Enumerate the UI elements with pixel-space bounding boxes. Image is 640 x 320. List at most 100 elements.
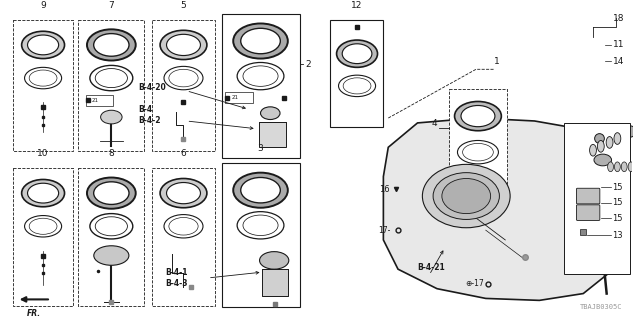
Ellipse shape xyxy=(169,69,198,87)
Ellipse shape xyxy=(160,179,207,208)
Ellipse shape xyxy=(93,34,129,56)
Ellipse shape xyxy=(461,106,495,127)
Ellipse shape xyxy=(95,68,127,88)
Text: 13: 13 xyxy=(612,230,623,240)
Ellipse shape xyxy=(589,144,596,156)
Text: 7: 7 xyxy=(108,1,114,10)
Text: 8: 8 xyxy=(108,149,114,158)
Ellipse shape xyxy=(29,218,57,234)
Ellipse shape xyxy=(260,252,289,269)
Bar xyxy=(78,168,145,306)
Text: 16: 16 xyxy=(380,185,390,194)
Text: 4: 4 xyxy=(431,119,437,128)
Bar xyxy=(13,168,74,306)
Ellipse shape xyxy=(337,40,378,67)
Ellipse shape xyxy=(95,217,127,236)
Ellipse shape xyxy=(237,212,284,239)
Ellipse shape xyxy=(614,162,620,172)
Text: 21: 21 xyxy=(231,95,238,100)
Ellipse shape xyxy=(422,164,510,228)
Bar xyxy=(259,122,286,147)
Text: 17-: 17- xyxy=(378,226,390,235)
Ellipse shape xyxy=(243,66,278,86)
Text: 2: 2 xyxy=(305,60,311,69)
Bar xyxy=(152,20,214,151)
Text: 1: 1 xyxy=(493,57,499,66)
Ellipse shape xyxy=(93,182,129,204)
Ellipse shape xyxy=(160,30,207,60)
Ellipse shape xyxy=(241,178,280,203)
Ellipse shape xyxy=(94,246,129,265)
Bar xyxy=(330,20,383,127)
Ellipse shape xyxy=(606,137,613,148)
Ellipse shape xyxy=(90,65,132,91)
Bar xyxy=(221,14,300,158)
Text: TBAJB0305C: TBAJB0305C xyxy=(580,304,622,310)
Text: 15: 15 xyxy=(612,198,623,207)
Text: 12: 12 xyxy=(351,1,362,10)
Bar xyxy=(564,123,630,274)
Ellipse shape xyxy=(454,101,501,131)
Ellipse shape xyxy=(442,179,491,214)
Ellipse shape xyxy=(260,107,280,119)
Text: 11: 11 xyxy=(612,40,624,49)
Ellipse shape xyxy=(343,78,371,94)
Text: B-4-1: B-4-1 xyxy=(165,268,188,276)
Ellipse shape xyxy=(621,162,627,172)
Ellipse shape xyxy=(24,67,61,89)
Ellipse shape xyxy=(22,180,65,207)
Ellipse shape xyxy=(29,70,57,86)
Ellipse shape xyxy=(635,162,640,172)
Ellipse shape xyxy=(166,34,200,56)
Ellipse shape xyxy=(87,29,136,60)
Ellipse shape xyxy=(90,214,132,239)
Bar xyxy=(225,92,253,103)
Ellipse shape xyxy=(433,173,499,220)
Text: 10: 10 xyxy=(37,149,49,158)
Bar xyxy=(449,89,508,186)
Text: 15: 15 xyxy=(612,214,623,223)
Text: ⊕-17: ⊕-17 xyxy=(465,279,484,288)
Bar xyxy=(13,20,74,151)
Bar xyxy=(262,269,288,296)
Text: B-4-20: B-4-20 xyxy=(139,83,166,92)
Ellipse shape xyxy=(342,44,372,64)
Text: 15: 15 xyxy=(612,183,623,192)
Ellipse shape xyxy=(233,173,288,208)
Ellipse shape xyxy=(169,218,198,235)
Ellipse shape xyxy=(166,182,200,204)
Ellipse shape xyxy=(607,162,614,172)
Ellipse shape xyxy=(100,110,122,124)
Text: FR.: FR. xyxy=(28,309,42,318)
Bar xyxy=(152,168,214,306)
Text: 5: 5 xyxy=(180,1,186,10)
Ellipse shape xyxy=(164,215,203,238)
Ellipse shape xyxy=(22,31,65,59)
Ellipse shape xyxy=(237,62,284,90)
Ellipse shape xyxy=(594,154,612,166)
FancyBboxPatch shape xyxy=(577,188,600,204)
Ellipse shape xyxy=(458,140,499,164)
Ellipse shape xyxy=(339,75,376,97)
Ellipse shape xyxy=(28,183,59,203)
Ellipse shape xyxy=(87,178,136,209)
Text: 3: 3 xyxy=(258,144,264,153)
Text: 9: 9 xyxy=(40,1,46,10)
Ellipse shape xyxy=(241,28,280,54)
Ellipse shape xyxy=(614,133,621,144)
Text: 14: 14 xyxy=(612,57,624,66)
Text: B-4-21: B-4-21 xyxy=(417,263,445,272)
Ellipse shape xyxy=(243,215,278,236)
Ellipse shape xyxy=(597,140,604,152)
Text: 18: 18 xyxy=(612,14,624,23)
Ellipse shape xyxy=(463,143,493,161)
Ellipse shape xyxy=(164,66,203,90)
Text: 6: 6 xyxy=(180,149,186,158)
Ellipse shape xyxy=(233,23,288,59)
Text: 21: 21 xyxy=(92,98,99,103)
Polygon shape xyxy=(383,118,627,300)
FancyBboxPatch shape xyxy=(577,205,600,220)
Text: B-4-3: B-4-3 xyxy=(165,279,188,288)
Ellipse shape xyxy=(24,216,61,237)
Text: B-4-2: B-4-2 xyxy=(139,116,161,125)
